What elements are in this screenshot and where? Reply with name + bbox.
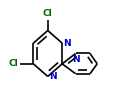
Text: Cl: Cl: [43, 9, 52, 18]
Text: N: N: [71, 55, 79, 64]
Text: N: N: [63, 39, 70, 48]
Text: Cl: Cl: [8, 59, 18, 68]
Text: N: N: [48, 72, 56, 81]
